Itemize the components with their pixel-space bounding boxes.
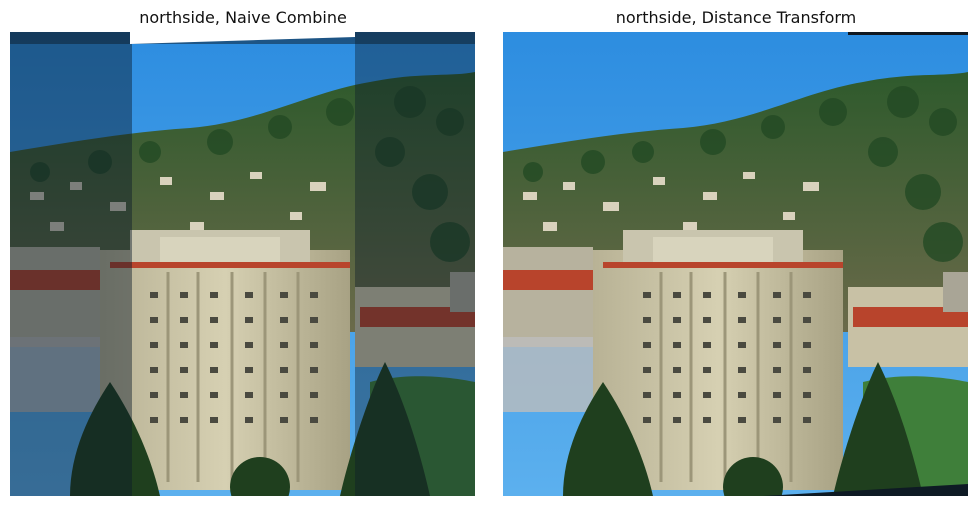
stitched-photo <box>503 32 968 496</box>
panel-title: northside, Naive Combine <box>139 8 347 27</box>
stitched-photo <box>10 32 475 496</box>
panel-naive-combine: northside, Naive Combine <box>10 0 476 506</box>
panel-title: northside, Distance Transform <box>615 8 857 27</box>
panel-distance-transform: northside, Distance Transform <box>503 0 969 506</box>
mosaic-photo-naive <box>10 32 475 496</box>
mosaic-photo-distance <box>503 32 968 496</box>
